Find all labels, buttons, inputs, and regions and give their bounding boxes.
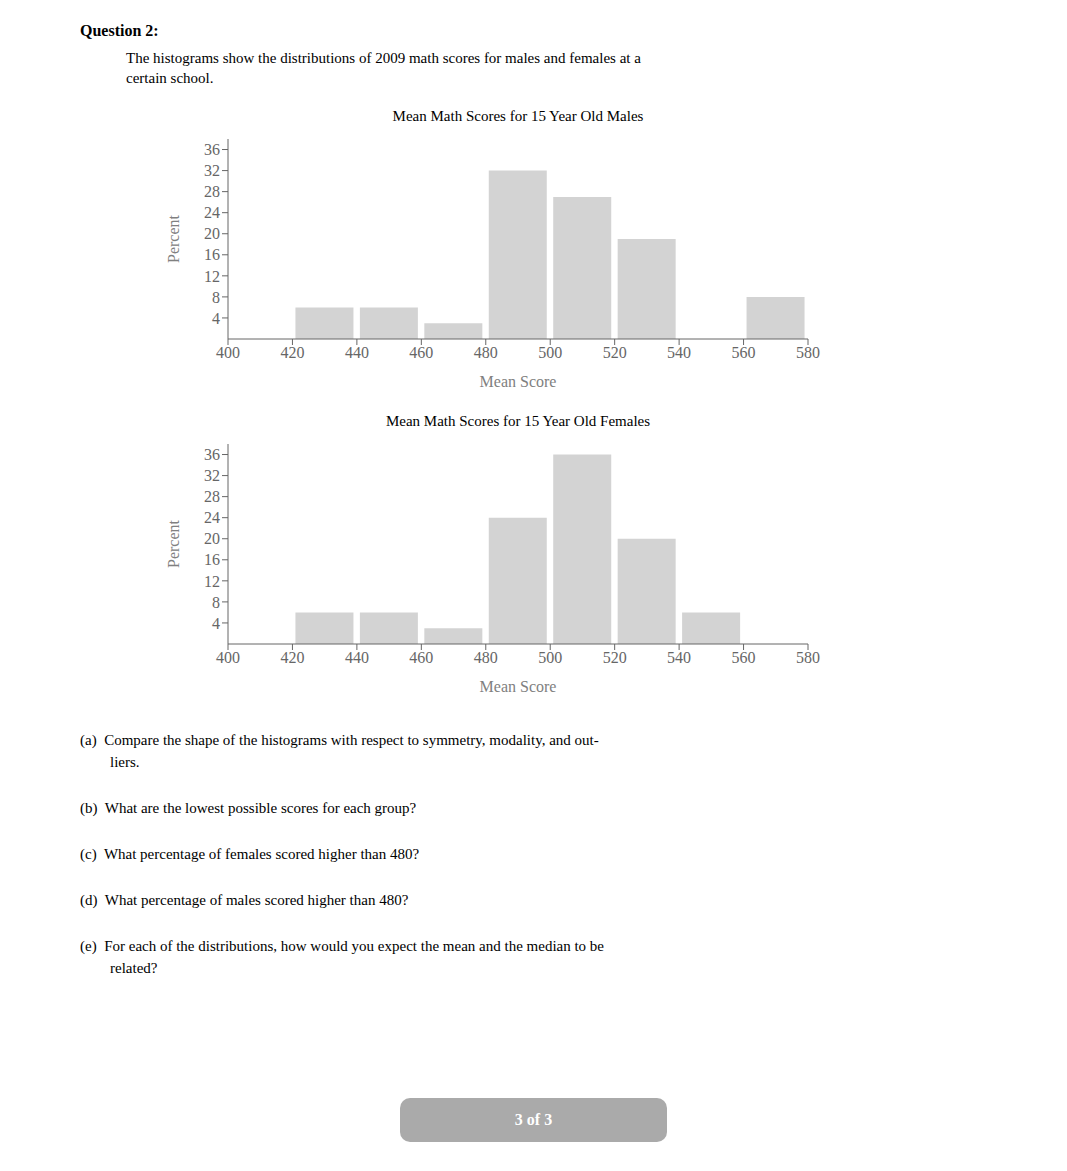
svg-text:24: 24 xyxy=(204,204,220,221)
html-text:The histograms show the distri: The histograms show the distributions of… xyxy=(126,50,641,66)
html-text:(e) For each of the distributi: (e) For each of the distributions, how w… xyxy=(80,938,604,954)
svg-text:Percent: Percent xyxy=(165,214,182,263)
svg-text:500: 500 xyxy=(538,344,562,361)
svg-text:500: 500 xyxy=(538,649,562,666)
html-text:(c) What percentage of females: (c) What percentage of females scored hi… xyxy=(80,846,420,862)
svg-text:4: 4 xyxy=(212,615,220,632)
svg-text:12: 12 xyxy=(204,573,220,590)
svg-text:Mean Score: Mean Score xyxy=(480,678,557,695)
svg-text:480: 480 xyxy=(474,649,498,666)
svg-text:580: 580 xyxy=(796,649,820,666)
svg-text:540: 540 xyxy=(667,344,691,361)
svg-text:Mean Score: Mean Score xyxy=(480,373,557,390)
svg-text:32: 32 xyxy=(204,162,220,179)
svg-text:540: 540 xyxy=(667,649,691,666)
svg-text:520: 520 xyxy=(603,649,627,666)
svg-text:28: 28 xyxy=(204,183,220,200)
html-text:related?: related? xyxy=(110,960,158,976)
svg-text:460: 460 xyxy=(409,344,433,361)
html-text:certain school.: certain school. xyxy=(126,70,214,86)
svg-text:560: 560 xyxy=(732,649,756,666)
svg-text:24: 24 xyxy=(204,509,220,526)
svg-text:Percent: Percent xyxy=(165,519,182,568)
html-text:(a) Compare the shape of the h: (a) Compare the shape of the histograms … xyxy=(80,732,599,748)
svg-text:560: 560 xyxy=(732,344,756,361)
svg-text:480: 480 xyxy=(474,344,498,361)
html-text:liers.: liers. xyxy=(110,754,140,770)
svg-text:420: 420 xyxy=(280,344,304,361)
html-text:(b) What are the lowest possib: (b) What are the lowest possible scores … xyxy=(80,800,417,816)
html-text:Mean Math Scores for 15 Year O: Mean Math Scores for 15 Year Old Females xyxy=(385,413,651,429)
svg-text:16: 16 xyxy=(204,246,220,263)
svg-text:400: 400 xyxy=(216,649,240,666)
svg-text:16: 16 xyxy=(204,551,220,568)
svg-text:520: 520 xyxy=(603,344,627,361)
svg-text:20: 20 xyxy=(204,530,220,547)
svg-text:580: 580 xyxy=(796,344,820,361)
svg-text:36: 36 xyxy=(204,446,220,463)
svg-text:8: 8 xyxy=(212,594,220,611)
html-text:3 of 3: 3 of 3 xyxy=(514,1111,553,1128)
svg-text:28: 28 xyxy=(204,488,220,505)
html-text:(d) What percentage of males s: (d) What percentage of males scored high… xyxy=(80,892,409,908)
svg-text:20: 20 xyxy=(204,225,220,242)
html-text:Mean Math Scores for 15 Year O: Mean Math Scores for 15 Year Old Males xyxy=(392,108,644,124)
html-text:Question 2:: Question 2: xyxy=(80,22,159,39)
svg-text:36: 36 xyxy=(204,141,220,158)
svg-text:440: 440 xyxy=(345,344,369,361)
svg-text:8: 8 xyxy=(212,289,220,306)
svg-text:12: 12 xyxy=(204,268,220,285)
svg-text:420: 420 xyxy=(280,649,304,666)
svg-text:460: 460 xyxy=(409,649,433,666)
svg-text:4: 4 xyxy=(212,310,220,327)
svg-text:32: 32 xyxy=(204,467,220,484)
svg-text:440: 440 xyxy=(345,649,369,666)
svg-text:400: 400 xyxy=(216,344,240,361)
